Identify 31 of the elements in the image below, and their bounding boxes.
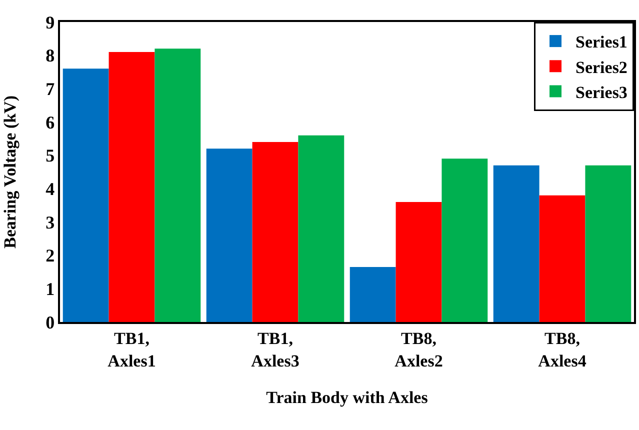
bar — [585, 165, 632, 322]
y-tick-label: 9 — [46, 12, 55, 32]
bar — [442, 158, 488, 322]
bar — [154, 48, 201, 322]
legend-label: Series2 — [576, 58, 628, 77]
bar — [206, 148, 252, 322]
y-tick-label: 8 — [46, 46, 55, 66]
bar — [252, 142, 298, 322]
x-tick-label: TB1, Axles1 — [108, 329, 156, 370]
x-tick-label: TB8, Axles2 — [394, 329, 443, 370]
y-tick-label: 7 — [46, 78, 55, 99]
y-tick-label: 5 — [46, 146, 55, 166]
y-tick-label: 0 — [46, 312, 55, 332]
y-tick-label: 2 — [46, 246, 55, 266]
x-tick-label: TB8, Axles4 — [538, 329, 587, 370]
bar — [298, 135, 344, 322]
y-tick-label: 6 — [46, 112, 55, 132]
y-tick-label: 1 — [46, 278, 55, 299]
bar — [396, 202, 442, 322]
bar — [108, 52, 155, 322]
bar — [62, 68, 109, 322]
bar — [493, 165, 540, 322]
bar — [539, 195, 586, 322]
x-axis-title: Train Body with Axles — [266, 388, 428, 408]
legend-label: Series1 — [576, 32, 628, 52]
y-axis-title: Bearing Voltage (kV) — [0, 96, 20, 248]
bar — [350, 267, 396, 322]
legend-label: Series3 — [576, 82, 628, 102]
x-tick-label: TB1, Axles3 — [251, 329, 300, 370]
y-tick-label: 3 — [46, 212, 55, 232]
y-tick-label: 4 — [46, 178, 55, 199]
